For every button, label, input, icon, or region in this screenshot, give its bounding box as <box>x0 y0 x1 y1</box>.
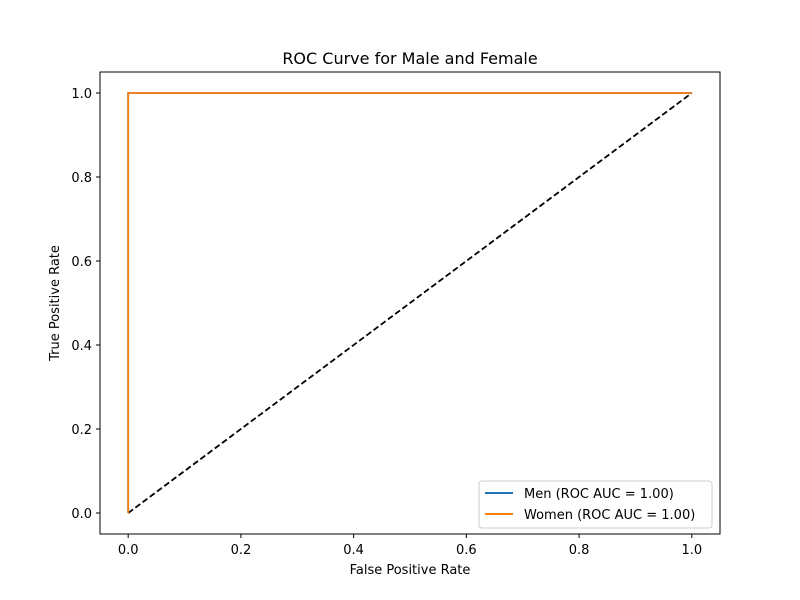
series-line-women <box>127 92 692 513</box>
x-tick-label-0: 0.0 <box>118 543 139 558</box>
x-axis-label: False Positive Rate <box>350 563 471 578</box>
y-axis-label: True Positive Rate <box>48 245 63 362</box>
x-tick-label-5: 1.0 <box>681 543 702 558</box>
plot-area: 0.0 0.2 0.4 0.6 0.8 1.0 0.0 0.2 0.4 0.6 0.8 1.0 <box>71 71 721 558</box>
axes-frame <box>99 71 721 535</box>
y-tick-label-0: 0.0 <box>71 507 92 522</box>
y-tick-label-3: 0.6 <box>71 255 92 270</box>
legend-label-women: Women (ROC AUC = 1.00) <box>524 508 695 523</box>
x-tick-label-4: 0.8 <box>569 543 590 558</box>
y-tick-label-2: 0.4 <box>71 339 92 354</box>
chart-title: ROC Curve for Male and Female <box>282 49 537 68</box>
y-tick-label-5: 1.0 <box>71 87 92 102</box>
chance-diagonal-line <box>127 92 693 514</box>
y-tick-label-4: 0.8 <box>71 171 92 186</box>
x-tick-label-1: 0.2 <box>231 543 252 558</box>
x-tick-label-3: 0.6 <box>456 543 477 558</box>
legend-box <box>478 480 713 529</box>
legend: Men (ROC AUC = 1.00) Women (ROC AUC = 1.… <box>478 480 713 529</box>
legend-label-men: Men (ROC AUC = 1.00) <box>524 487 674 502</box>
y-tick-label-1: 0.2 <box>71 423 92 438</box>
x-tick-label-2: 0.4 <box>343 543 364 558</box>
